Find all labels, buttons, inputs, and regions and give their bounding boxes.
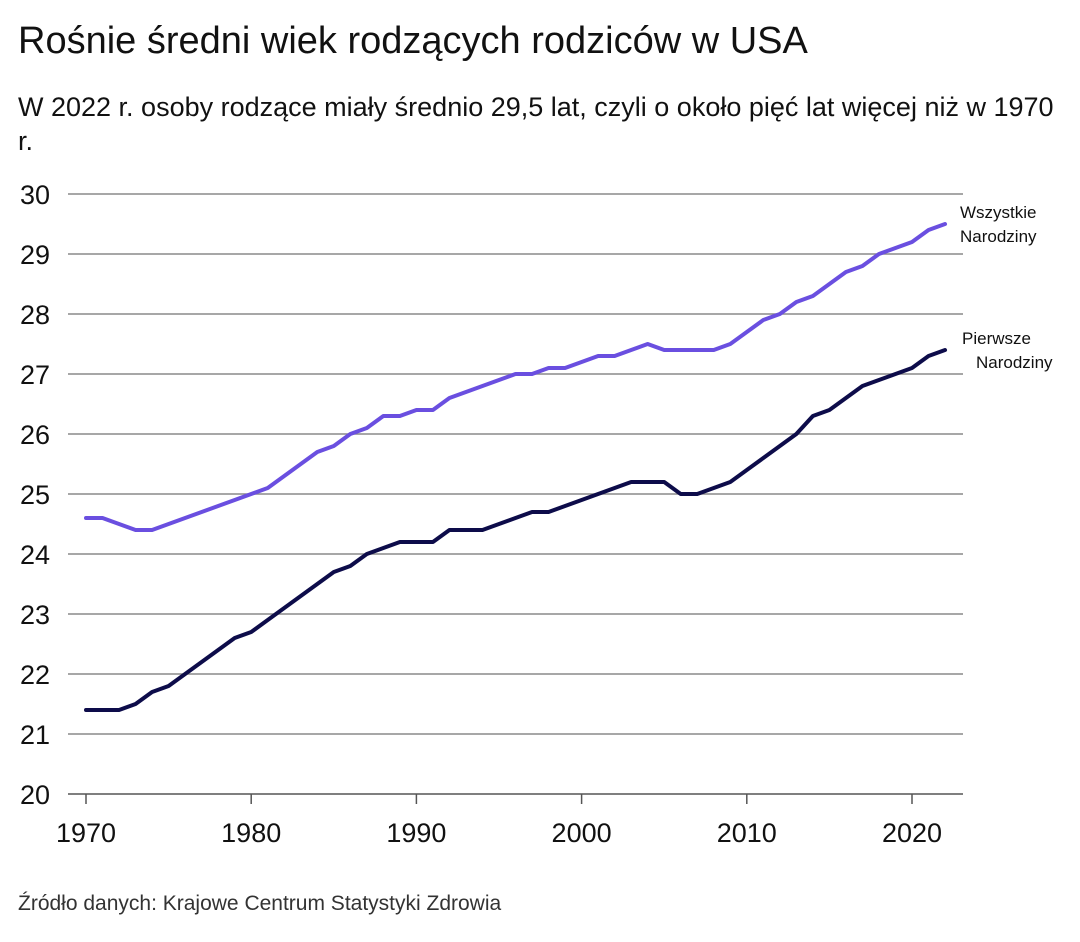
x-tick-label: 2010 [717,818,777,848]
axes [68,793,963,804]
y-tick-label: 29 [20,240,50,270]
y-tick-label: 26 [20,420,50,450]
source-note: Źródło danych: Krajowe Centrum Statystyk… [18,892,502,915]
series-label: Pierwsze [962,329,1031,348]
series-labels: Wszystkie Narodziny Pierwsze Narodziny [960,203,1053,372]
y-tick-label: 21 [20,720,50,750]
x-tick-labels: 1970 1980 1990 2000 2010 2020 [56,818,942,848]
chart-subtitle: W 2022 r. osoby rodzące miały średnio 29… [18,92,1054,156]
y-tick-label: 28 [20,300,50,330]
chart-title: Rośnie średni wiek rodzących rodziców w … [18,20,808,62]
series-line-all-births [84,222,948,532]
series-lines [84,222,948,712]
y-tick-label: 27 [20,360,50,390]
series-label: Wszystkie [960,203,1037,222]
y-tick-label: 22 [20,660,50,690]
y-tick-label: 25 [20,480,50,510]
y-tick-label: 30 [20,180,50,210]
x-tick-label: 1990 [386,818,446,848]
y-tick-label: 23 [20,600,50,630]
x-tick-label: 1970 [56,818,116,848]
gridlines [68,193,963,735]
series-line-first-births [84,348,948,712]
y-tick-label: 24 [20,540,50,570]
x-tick-label: 2000 [552,818,612,848]
x-tick-label: 2020 [882,818,942,848]
x-tick-label: 1980 [221,818,281,848]
y-tick-labels: 20 21 22 23 24 25 26 27 28 29 30 [20,180,50,810]
y-tick-label: 20 [20,780,50,810]
series-label: Narodziny [976,353,1053,372]
series-label: Narodziny [960,227,1037,246]
